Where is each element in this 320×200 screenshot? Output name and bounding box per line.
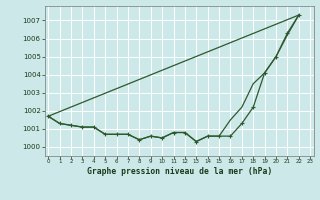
X-axis label: Graphe pression niveau de la mer (hPa): Graphe pression niveau de la mer (hPa): [87, 167, 272, 176]
